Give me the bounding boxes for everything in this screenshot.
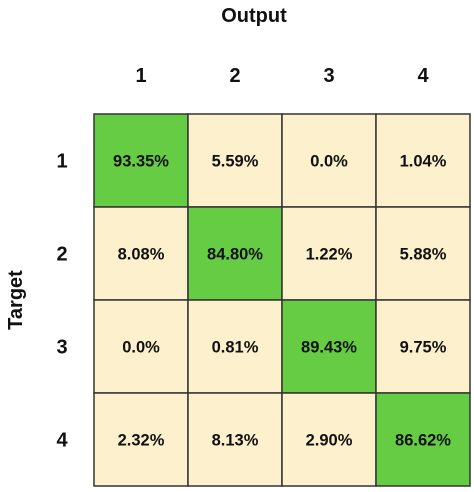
cell-2-2 [187, 206, 283, 301]
row-label-1: 1 [56, 151, 67, 173]
cell-value-4-3: 2.90% [306, 432, 353, 450]
cell-value-3-4: 9.75% [400, 339, 447, 357]
column-label-2: 2 [229, 65, 240, 87]
cell-1-3 [281, 113, 377, 208]
cell-1-2 [187, 113, 283, 208]
cell-1-1 [93, 113, 189, 208]
cell-value-4-1: 2.32% [118, 432, 165, 450]
x-axis-label: Output [221, 5, 287, 27]
cell-value-2-1: 8.08% [118, 246, 165, 264]
y-axis-label: Target [5, 270, 27, 330]
cell-value-1-4: 1.04% [400, 153, 447, 171]
cell-value-1-2: 5.59% [212, 153, 259, 171]
cell-value-3-3: 89.43% [301, 339, 357, 357]
cell-value-2-3: 1.22% [306, 246, 353, 264]
cell-value-2-2: 84.80% [207, 246, 263, 264]
cell-value-1-3: 0.0% [310, 153, 348, 171]
cell-value-3-1: 0.0% [122, 339, 160, 357]
row-tick-labels: 1 2 3 4 [56, 151, 68, 452]
row-label-2: 2 [56, 244, 67, 266]
cell-4-1 [93, 392, 189, 487]
cell-1-4 [375, 113, 471, 208]
cell-value-3-2: 0.81% [212, 339, 259, 357]
column-label-4: 4 [417, 65, 429, 87]
cell-value-4-4: 86.62% [395, 432, 451, 450]
row-label-3: 3 [56, 337, 67, 359]
cell-3-2 [187, 299, 283, 394]
cell-value-2-4: 5.88% [400, 246, 447, 264]
column-label-3: 3 [323, 65, 334, 87]
column-label-1: 1 [135, 65, 146, 87]
column-tick-labels: 1 2 3 4 [135, 65, 429, 87]
cell-2-4 [375, 206, 471, 301]
cell-value-4-2: 8.13% [212, 432, 259, 450]
row-label-4: 4 [56, 430, 68, 452]
matrix-cells: 93.35% 5.59% 0.0% 1.04% 8.08% 84.80% 1.22% 5.88… [93, 113, 471, 487]
cell-value-1-1: 93.35% [113, 153, 169, 171]
cell-3-4 [375, 299, 471, 394]
cell-4-4 [375, 392, 471, 487]
cell-4-2 [187, 392, 283, 487]
